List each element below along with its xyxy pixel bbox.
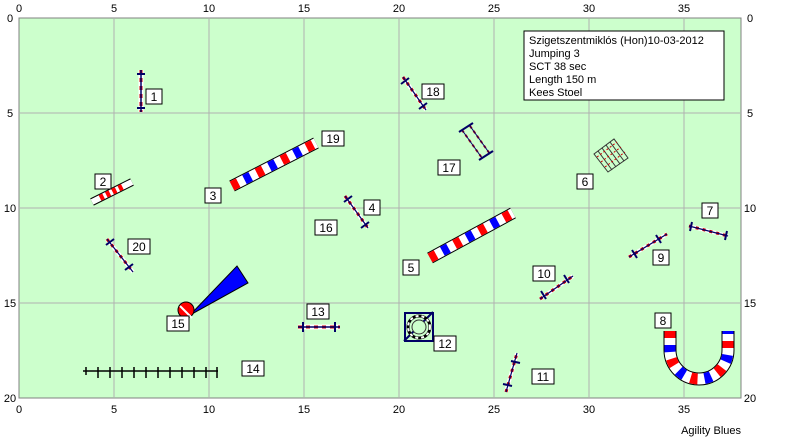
svg-text:17: 17 — [442, 161, 456, 175]
label-13: 13 — [306, 303, 330, 320]
course-length: Length 150 m — [529, 74, 596, 86]
obstacle-labels: 1 2 3 4 5 6 7 8 9 10 11 12 13 14 15 16 1… — [94, 83, 719, 385]
course-info-box: Szigetszentmiklós (Hon)10-03-2012 Jumpin… — [523, 30, 725, 101]
label-7: 7 — [701, 202, 719, 219]
label-20: 20 — [127, 238, 151, 255]
y-tick-left: 5 — [7, 108, 13, 120]
svg-text:13: 13 — [311, 305, 325, 319]
course-title: Szigetszentmiklós (Hon)10-03-2012 — [529, 35, 704, 47]
label-19: 19 — [321, 130, 345, 147]
chute-15 — [177, 265, 249, 319]
jump-11 — [502, 352, 521, 393]
x-tick-top: 0 — [16, 3, 22, 15]
svg-text:3: 3 — [210, 189, 217, 203]
y-tick-left: 10 — [4, 203, 16, 215]
x-tick-top: 15 — [298, 3, 310, 15]
label-1: 1 — [145, 88, 163, 105]
x-axis-bottom: 0 5 10 15 20 25 30 35 — [16, 404, 690, 416]
svg-text:18: 18 — [426, 85, 440, 99]
svg-text:10: 10 — [537, 267, 551, 281]
svg-text:4: 4 — [369, 201, 376, 215]
y-axis-left: 0 5 10 15 20 — [4, 13, 16, 405]
svg-text:8: 8 — [660, 314, 667, 328]
jump-17 — [458, 122, 494, 161]
svg-text:12: 12 — [438, 337, 452, 351]
x-tick-top: 20 — [393, 3, 405, 15]
x-tick-bottom: 30 — [583, 404, 595, 416]
label-11: 11 — [531, 368, 555, 385]
jump-20 — [105, 237, 135, 274]
weave-6-poles — [596, 141, 626, 168]
label-10: 10 — [532, 265, 556, 282]
label-16: 16 — [314, 219, 338, 236]
label-2: 2 — [94, 173, 112, 190]
svg-text:15: 15 — [171, 317, 185, 331]
label-15: 15 — [166, 315, 190, 332]
label-17: 17 — [437, 159, 461, 176]
svg-text:2: 2 — [100, 175, 107, 189]
label-9: 9 — [652, 249, 670, 266]
footer-credit: Agility Blues — [681, 425, 741, 437]
x-axis-top: 0 5 10 15 20 25 30 35 — [16, 3, 690, 15]
y-tick-right: 20 — [744, 393, 756, 405]
svg-text:11: 11 — [537, 370, 550, 384]
curved-tunnel-8 — [663, 331, 735, 386]
course-judge: Kees Stoel — [529, 87, 582, 99]
jump-9 — [627, 232, 669, 259]
label-12: 12 — [433, 335, 457, 352]
jump-13 — [298, 322, 340, 332]
svg-text:1: 1 — [151, 90, 158, 104]
label-8: 8 — [654, 312, 672, 329]
x-tick-bottom: 10 — [203, 404, 215, 416]
y-tick-left: 15 — [4, 298, 16, 310]
svg-text:20: 20 — [132, 240, 146, 254]
label-5: 5 — [402, 259, 420, 276]
x-tick-bottom: 5 — [111, 404, 117, 416]
label-18: 18 — [421, 83, 445, 100]
tyre-12 — [403, 311, 434, 342]
jump-18 — [400, 75, 428, 112]
x-tick-bottom: 20 — [393, 404, 405, 416]
tunnel-3 — [229, 137, 319, 192]
svg-text:19: 19 — [326, 132, 340, 146]
x-tick-bottom: 0 — [16, 404, 22, 416]
svg-text:9: 9 — [658, 251, 665, 265]
x-tick-bottom: 35 — [678, 404, 690, 416]
svg-text:6: 6 — [582, 175, 589, 189]
y-tick-right: 0 — [747, 13, 753, 25]
svg-text:14: 14 — [246, 362, 260, 376]
x-tick-bottom: 15 — [298, 404, 310, 416]
y-tick-right: 10 — [744, 203, 756, 215]
tunnel-5 — [427, 207, 516, 264]
svg-text:16: 16 — [319, 221, 333, 235]
x-tick-top: 30 — [583, 3, 595, 15]
jump-7 — [688, 221, 729, 241]
jump-2 — [90, 178, 134, 206]
label-6: 6 — [576, 173, 594, 190]
svg-text:5: 5 — [408, 261, 415, 275]
long-jump-14 — [83, 367, 218, 378]
course-sct: SCT 38 sec — [529, 61, 587, 73]
x-tick-top: 35 — [678, 3, 690, 15]
label-14: 14 — [241, 360, 265, 377]
course-class: Jumping 3 — [529, 48, 580, 60]
y-tick-left: 20 — [4, 393, 16, 405]
label-3: 3 — [204, 187, 222, 204]
jump-10 — [538, 274, 575, 301]
x-tick-top: 25 — [488, 3, 500, 15]
x-tick-bottom: 25 — [488, 404, 500, 416]
jump-4 — [343, 194, 370, 230]
svg-text:7: 7 — [707, 204, 714, 218]
y-tick-right: 5 — [747, 108, 753, 120]
jump-1 — [137, 70, 145, 112]
x-tick-top: 10 — [203, 3, 215, 15]
y-tick-left: 0 — [7, 13, 13, 25]
label-4: 4 — [363, 199, 381, 216]
y-tick-right: 15 — [744, 298, 756, 310]
y-axis-right: 0 5 10 15 20 — [744, 13, 756, 405]
x-tick-top: 5 — [111, 3, 117, 15]
